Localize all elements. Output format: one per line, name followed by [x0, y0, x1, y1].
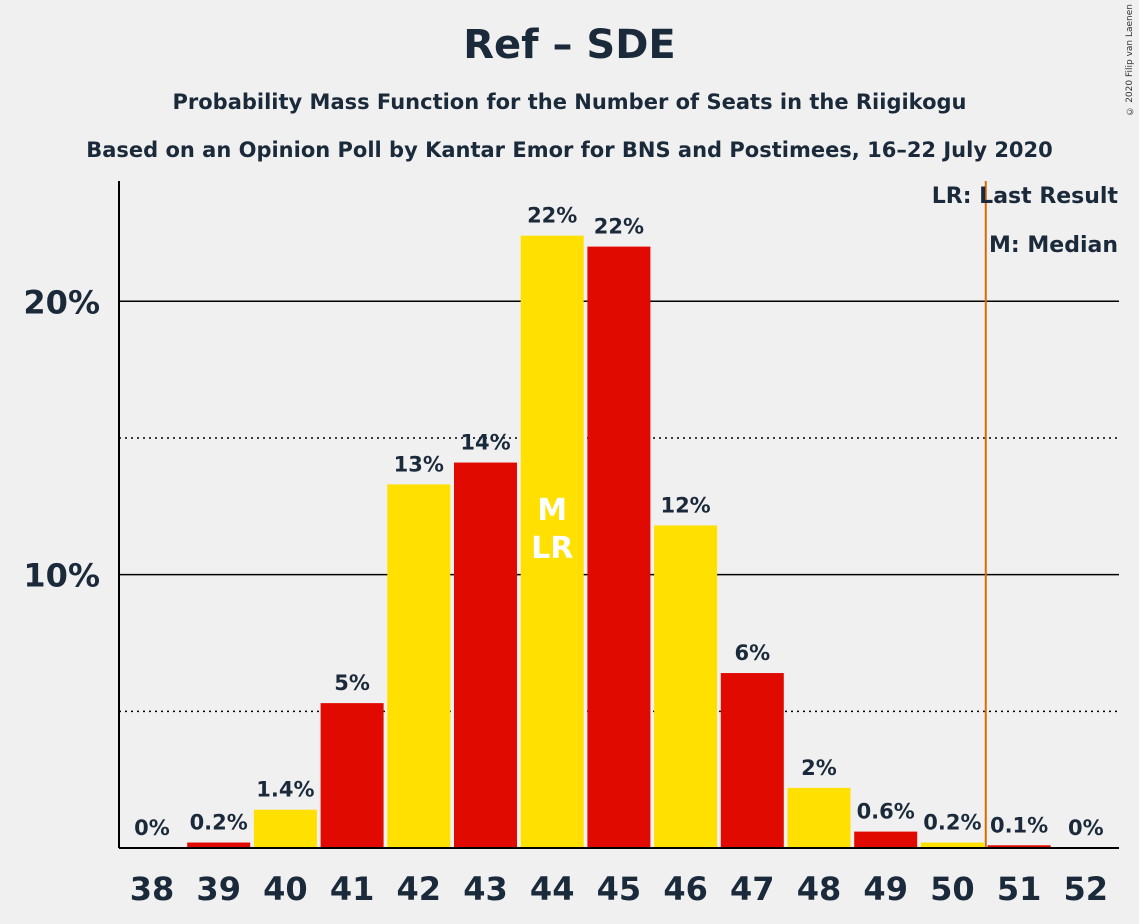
x-tick-label: 50 — [930, 870, 975, 908]
legend-median: M: Median — [989, 233, 1118, 258]
chart-subtitle: Probability Mass Function for the Number… — [172, 90, 967, 114]
bar-seat-50 — [920, 842, 984, 848]
bar-data-label: 22% — [527, 204, 577, 228]
x-tick-label: 41 — [330, 870, 375, 908]
x-tick-label: 42 — [397, 870, 442, 908]
bar-data-label: 12% — [660, 493, 710, 517]
legend-last-result: LR: Last Result — [931, 184, 1118, 209]
x-tick-label: 46 — [663, 870, 708, 908]
last-result-marker: LR — [531, 531, 573, 566]
bar-data-label: 1.4% — [256, 778, 314, 802]
y-tick-label: 10% — [23, 557, 100, 595]
x-tick-label: 44 — [530, 870, 575, 908]
bar-data-label: 0.6% — [857, 800, 915, 824]
bar-seat-41 — [320, 703, 384, 848]
bar-seat-46 — [654, 525, 718, 848]
bar-data-label: 13% — [394, 452, 444, 476]
bar-seat-45 — [587, 246, 651, 848]
x-tick-label: 47 — [730, 870, 775, 908]
chart-title: Ref – SDE — [463, 22, 676, 68]
chart-source-subtitle: Based on an Opinion Poll by Kantar Emor … — [86, 138, 1053, 162]
bar-data-label: 5% — [334, 671, 370, 695]
bar-data-label: 0.1% — [990, 813, 1048, 837]
bar-data-label: 0% — [134, 816, 170, 840]
x-tick-label: 52 — [1064, 870, 1109, 908]
bar-data-label: 6% — [734, 641, 770, 665]
bar-seat-48 — [787, 787, 851, 848]
x-tick-label: 43 — [463, 870, 508, 908]
bar-seat-42 — [387, 484, 451, 848]
bar-seat-39 — [187, 842, 251, 848]
x-tick-label: 51 — [997, 870, 1042, 908]
bar-seat-44 — [520, 235, 584, 849]
y-tick-label: 20% — [23, 283, 100, 321]
x-tick-label: 45 — [597, 870, 642, 908]
bar-data-label: 2% — [801, 756, 837, 780]
bar-data-label: 0.2% — [923, 811, 981, 835]
x-tick-label: 39 — [196, 870, 241, 908]
bar-seat-40 — [253, 809, 317, 848]
bar-data-label: 0.2% — [190, 811, 248, 835]
bar-seat-47 — [720, 673, 784, 848]
bar-seat-43 — [454, 462, 517, 848]
bar-data-label: 22% — [594, 215, 644, 239]
median-marker: M — [537, 493, 567, 528]
bar-seat-51 — [987, 845, 1051, 848]
x-tick-label: 49 — [863, 870, 908, 908]
bar-data-label: 14% — [460, 431, 510, 455]
x-tick-label: 48 — [797, 870, 842, 908]
bar-seat-49 — [854, 831, 918, 848]
x-tick-label: 40 — [263, 870, 308, 908]
x-tick-label: 38 — [130, 870, 175, 908]
bar-data-label: 0% — [1068, 816, 1104, 840]
